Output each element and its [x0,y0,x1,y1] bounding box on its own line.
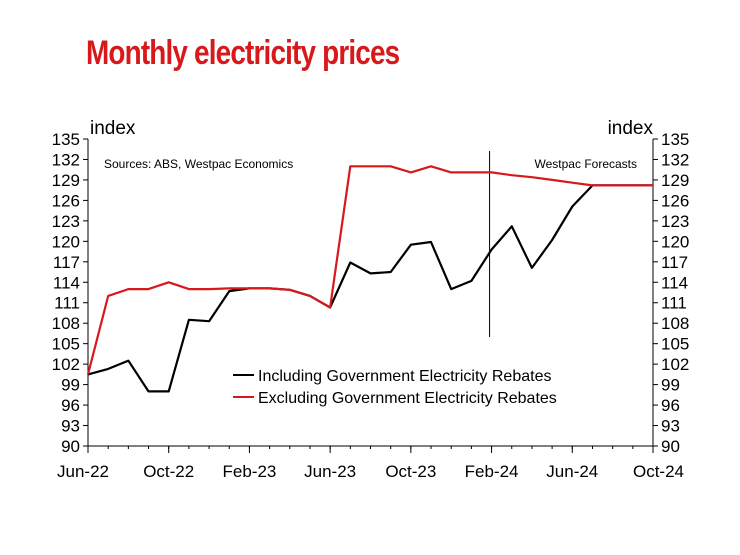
y-tick-label-right: 105 [661,335,689,354]
y-tick-label-right: 111 [661,294,687,313]
x-tick-label: Oct-22 [143,462,194,481]
forecast-annotation: Westpac Forecasts [535,157,637,171]
y-axis-right-label: index [608,118,654,139]
series-line-including [87,184,653,393]
y-tick-label-left: 111 [54,294,80,313]
y-tick-label-right: 102 [661,355,689,374]
y-tick-label-left: 102 [52,355,80,374]
x-tick-label: Jun-22 [57,462,109,481]
y-tick-label-left: 99 [61,376,80,395]
y-tick-label-right: 123 [661,212,689,231]
source-note: Sources: ABS, Westpac Economics [104,157,293,171]
y-tick-label-right: 90 [661,437,680,456]
legend: Including Government Electricity Rebates… [233,368,557,407]
x-tick-label: Feb-24 [465,462,519,481]
y-tick-label-right: 93 [661,417,680,436]
series-layer [86,165,653,393]
chart-title: Monthly electricity prices [86,34,400,72]
y-tick-label-right: 114 [661,273,688,292]
x-tick-label: Feb-23 [222,462,276,481]
y-tick-label-left: 120 [52,232,80,251]
y-tick-label-left: 114 [53,273,80,292]
y-tick-label-left: 135 [52,130,80,149]
y-tick-label-right: 96 [661,396,680,415]
legend-label-excluding: Excluding Government Electricity Rebates [258,390,557,407]
y-tick-label-right: 135 [661,130,689,149]
y-tick-label-right: 120 [661,232,689,251]
y-tick-label-left: 93 [61,417,80,436]
y-tick-label-right: 108 [661,314,689,333]
series-line-excluding [86,165,653,375]
y-tick-label-left: 126 [52,191,80,210]
x-tick-label: Oct-23 [385,462,436,481]
y-tick-label-left: 123 [52,212,80,231]
y-tick-label-right: 129 [661,171,689,190]
x-tick-label: Oct-24 [633,462,684,481]
y-tick-label-left: 108 [52,314,80,333]
x-tick-label: Jun-24 [546,462,598,481]
y-tick-label-right: 132 [661,150,689,169]
y-tick-label-left: 132 [52,150,80,169]
legend-label-including: Including Government Electricity Rebates [258,368,551,385]
y-tick-label-right: 126 [661,191,689,210]
y-tick-label-right: 99 [661,376,680,395]
x-tick-label: Jun-23 [304,462,356,481]
y-tick-label-left: 105 [52,335,80,354]
y-tick-label-left: 90 [61,437,80,456]
y-tick-label-right: 117 [661,253,688,272]
y-tick-label-left: 129 [52,171,80,190]
y-axis-left-label: index [90,118,136,139]
y-tick-label-left: 117 [53,253,80,272]
y-tick-label-left: 96 [61,396,80,415]
